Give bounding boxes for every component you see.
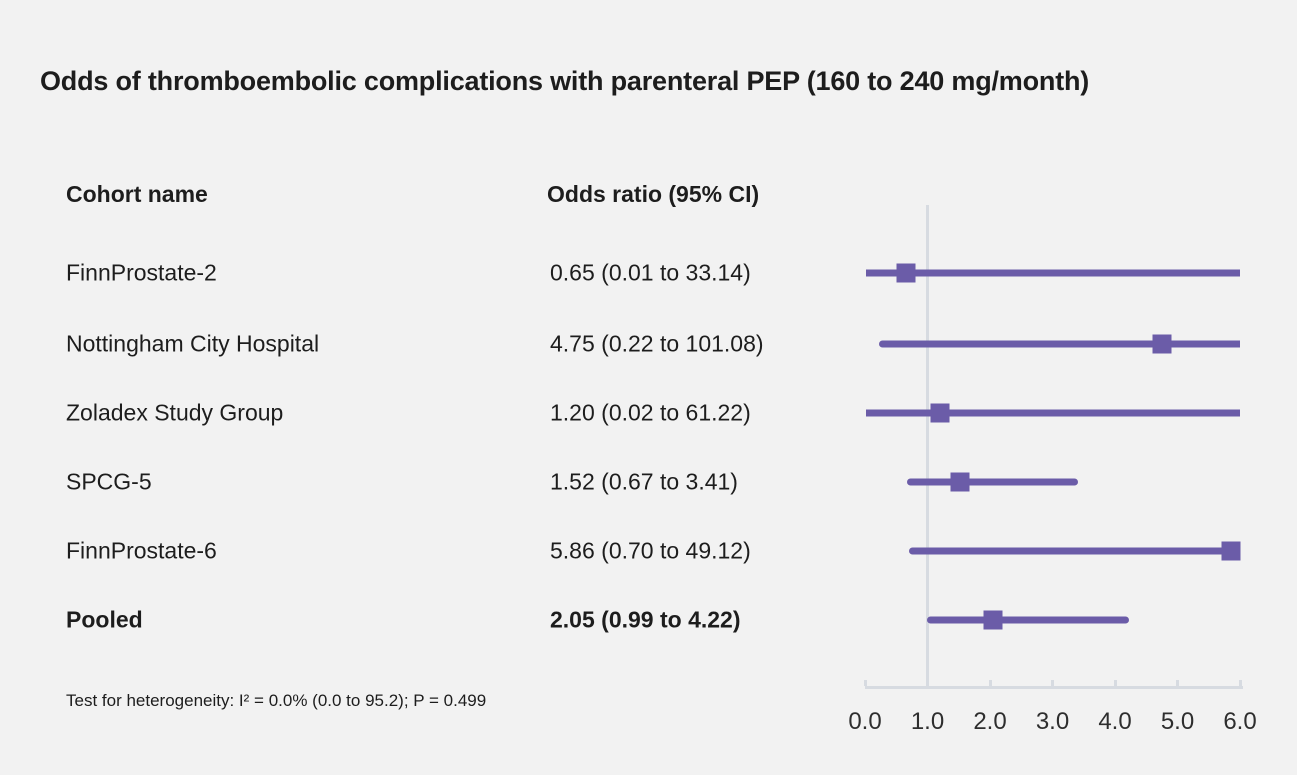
reference-line [926,205,929,689]
point-estimate-marker [1221,541,1241,561]
x-axis-tick [1176,680,1179,686]
x-axis-tick-label: 4.0 [1098,708,1132,735]
point-estimate-marker [950,472,970,492]
heterogeneity-footnote: Test for heterogeneity: I² = 0.0% (0.0 t… [66,691,487,710]
odds-ratio-value: 2.05 (0.99 to 4.22) [550,606,741,633]
confidence-interval-line [866,409,1240,417]
column-header-odds-ratio: Odds ratio (95% CI) [547,181,760,207]
confidence-interval-line [878,340,1240,348]
odds-ratio-value: 0.65 (0.01 to 33.14) [550,259,751,286]
point-estimate-marker [930,403,950,423]
x-axis-tick-label: 0.0 [848,708,882,735]
column-header-cohort-name: Cohort name [66,181,208,207]
x-axis-tick-label: 6.0 [1223,708,1257,735]
odds-ratio-value: 1.20 (0.02 to 61.22) [550,399,751,426]
x-axis-tick [1113,680,1117,686]
cohort-name-label: Pooled [66,606,143,633]
x-axis-tick [988,680,992,686]
point-estimate-marker [896,263,916,283]
cohort-name-label: FinnProstate-6 [66,537,217,564]
x-axis-tick-label: 2.0 [973,708,1007,735]
x-axis-line [865,686,1243,689]
cohort-name-label: Zoladex Study Group [66,399,284,426]
odds-ratio-value: 1.52 (0.67 to 3.41) [550,468,738,495]
x-axis-tick [863,680,867,686]
cohort-name-label: SPCG-5 [66,468,152,495]
x-axis-tick-label: 1.0 [910,708,945,735]
confidence-interval-line [926,616,1129,624]
cohort-name-label: FinnProstate-2 [66,259,217,286]
confidence-interval-line [906,478,1079,486]
x-axis-tick-label: 3.0 [1035,708,1070,735]
odds-ratio-value: 4.75 (0.22 to 101.08) [550,330,764,357]
x-axis-tick [1238,680,1242,686]
x-axis-tick-label: 5.0 [1160,708,1195,735]
figure-title: Odds of thromboembolic complications wit… [40,66,1090,96]
point-estimate-marker [1152,334,1172,354]
x-axis-tick [1051,680,1054,686]
confidence-interval-line [865,269,1240,277]
confidence-interval-line [908,547,1240,555]
point-estimate-marker [983,610,1003,630]
cohort-name-label: Nottingham City Hospital [66,330,320,357]
odds-ratio-value: 5.86 (0.70 to 49.12) [550,537,751,564]
